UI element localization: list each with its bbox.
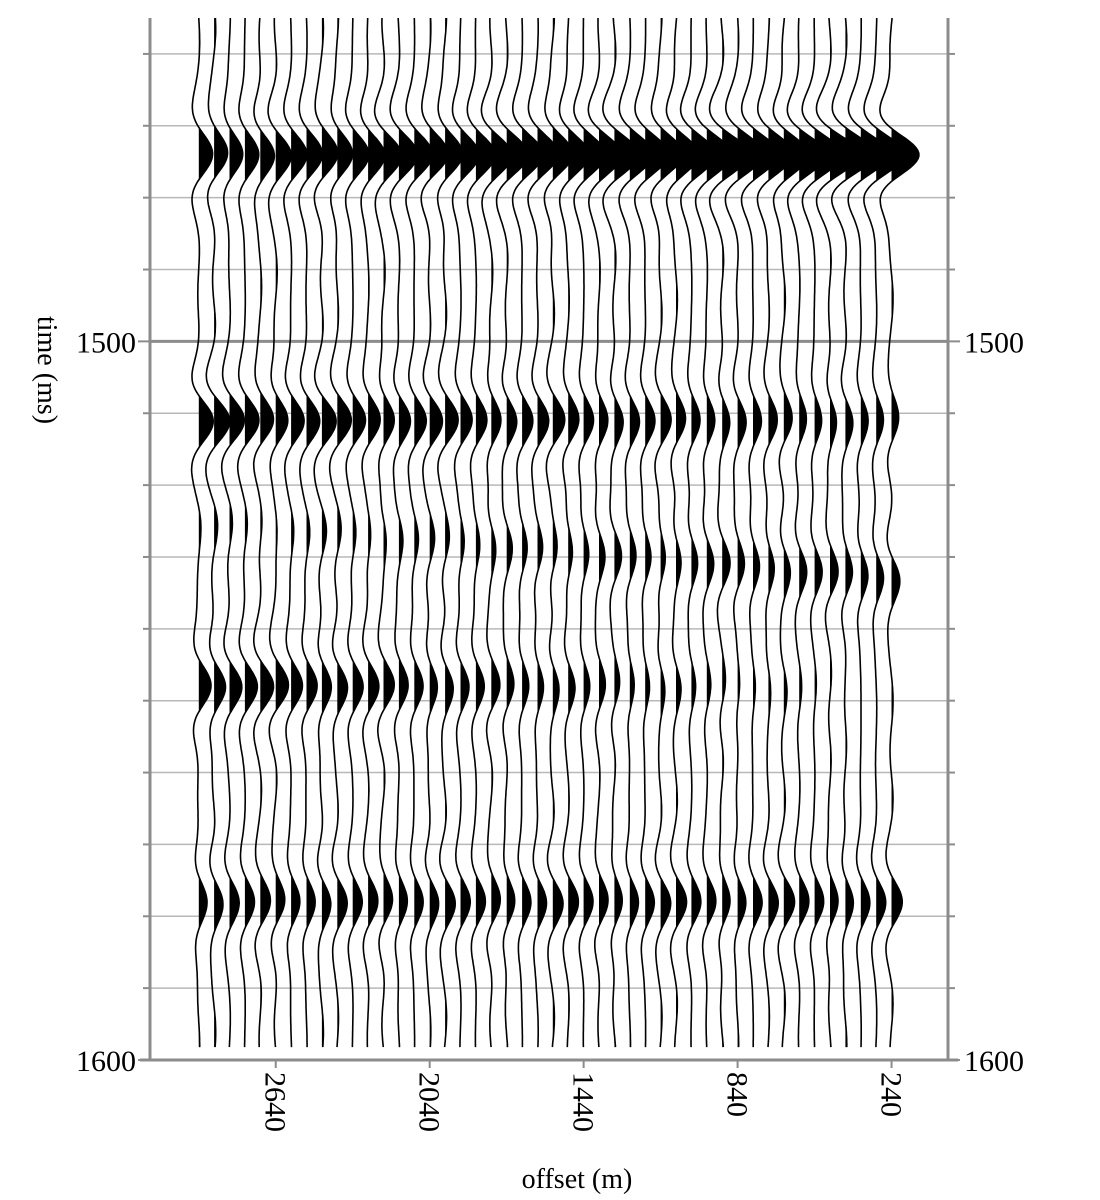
trace-wiggle xyxy=(543,17,574,1048)
trace-wiggle xyxy=(328,17,354,1048)
trace-wiggle xyxy=(650,17,684,1048)
trace-fill xyxy=(321,18,338,1048)
x-tick-label: 240 xyxy=(875,1072,908,1117)
trace-wiggle xyxy=(267,18,293,1048)
trace-wiggle xyxy=(830,17,875,1048)
trace-wiggle xyxy=(451,17,480,1048)
trace-wiggle xyxy=(602,17,640,1048)
trace-wiggle xyxy=(879,17,920,1048)
trace-wiggle xyxy=(252,17,276,1048)
trace-wiggle xyxy=(618,17,654,1048)
trace-wiggle xyxy=(772,17,810,1048)
trace-wiggle xyxy=(511,18,544,1048)
trace-wiggle xyxy=(740,18,780,1048)
y-tick-label-left: 1600 xyxy=(76,1045,136,1078)
trace-wiggle xyxy=(436,17,464,1048)
trace-wiggle xyxy=(527,18,559,1048)
trace-wiggle xyxy=(558,17,590,1048)
trace-wiggle xyxy=(420,17,449,1048)
trace-wiggle xyxy=(847,18,890,1048)
trace-wiggle xyxy=(756,18,795,1048)
y-tick-label-right: 1600 xyxy=(964,1045,1024,1078)
trace-wiggle xyxy=(724,17,765,1048)
trace-wiggle xyxy=(405,17,434,1048)
x-tick-label: 2640 xyxy=(259,1072,292,1132)
trace-fill xyxy=(429,18,448,1048)
trace-wiggle xyxy=(587,18,623,1048)
trace-wiggle xyxy=(694,18,733,1048)
trace-wiggle xyxy=(708,17,750,1048)
trace-wiggle xyxy=(466,18,496,1048)
trace-wiggle xyxy=(679,17,717,1048)
tick-labels: 1500 1500 1600 1600 2640 2040 1440 840 240 xyxy=(76,326,1024,1132)
trace-wiggle xyxy=(359,17,386,1048)
trace-wiggle xyxy=(786,17,827,1048)
axes-frame xyxy=(138,18,960,1068)
x-tick-label: 840 xyxy=(721,1072,754,1117)
x-tick-label: 2040 xyxy=(413,1072,446,1132)
y-tick-label-left: 1500 xyxy=(76,326,136,359)
trace-wiggle xyxy=(373,17,403,1048)
trace-wiggle xyxy=(389,17,419,1048)
trace-wiggle xyxy=(236,17,260,1048)
trace-wiggle xyxy=(220,18,246,1048)
trace-wiggle xyxy=(480,17,513,1048)
trace-wiggle xyxy=(633,18,670,1048)
y-axis-title: time (ms) xyxy=(31,316,62,424)
trace-wiggle xyxy=(298,17,324,1048)
x-tick-label: 1440 xyxy=(567,1072,600,1132)
trace-wiggle xyxy=(205,17,231,1048)
trace-wiggle xyxy=(815,17,860,1048)
trace-wiggle xyxy=(495,17,529,1048)
trace-wiggle xyxy=(801,18,843,1048)
trace-wiggle xyxy=(863,18,905,1048)
y-tick-label-right: 1500 xyxy=(964,326,1024,359)
trace-wiggle xyxy=(283,17,308,1048)
x-axis-title: offset (m) xyxy=(522,1164,633,1195)
trace-wiggle xyxy=(313,17,339,1048)
trace-wiggle xyxy=(344,18,370,1048)
trace-wiggle xyxy=(665,17,700,1048)
trace-wiggle xyxy=(190,17,215,1048)
trace-wiggle xyxy=(573,17,607,1048)
seismic-traces xyxy=(190,17,920,1048)
